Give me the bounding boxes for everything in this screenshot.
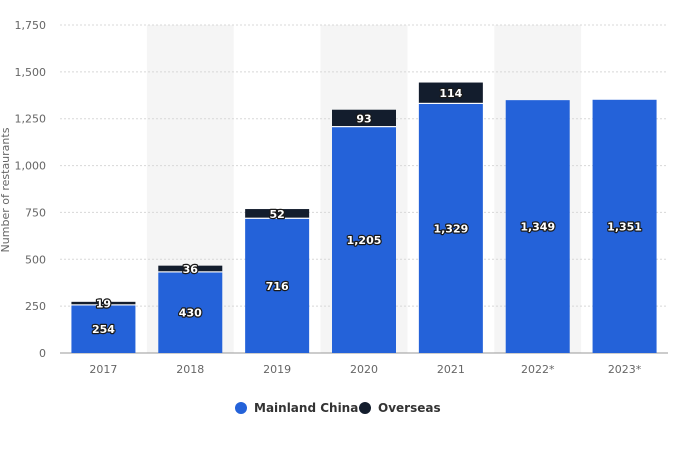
x-axis-ticks: 2017 2018 2019 2020 2021 2022* 2023* xyxy=(89,363,641,376)
y-tick-label: 250 xyxy=(25,300,46,313)
data-label-overseas: 36 xyxy=(183,263,199,276)
data-label-mainland: 1,351 xyxy=(607,220,642,233)
bar-mainland-2017[interactable] xyxy=(71,305,136,353)
y-tick-label: 1,750 xyxy=(15,19,47,32)
legend-item-mainland[interactable]: Mainland China xyxy=(235,401,358,415)
data-label-mainland: 1,349 xyxy=(520,221,555,234)
bar-overseas-2017[interactable] xyxy=(71,301,136,305)
bar-overseas-2018[interactable] xyxy=(158,265,223,272)
data-labels-layer: 254 19 430 36 716 52 1,205 93 1,329 114 1,349 1,351 xyxy=(91,86,643,337)
legend: Mainland China Overseas xyxy=(235,401,441,415)
x-tick-label: 2020 xyxy=(350,363,378,376)
y-tick-label: 1,250 xyxy=(15,113,47,126)
x-tick-label: 2023* xyxy=(608,363,642,376)
legend-swatch-overseas xyxy=(359,402,371,414)
x-tick-label: 2019 xyxy=(263,363,291,376)
data-label-mainland: 1,329 xyxy=(433,222,468,235)
data-label-mainland: 1,205 xyxy=(347,234,382,247)
y-tick-label: 500 xyxy=(25,253,46,266)
data-label-overseas: 52 xyxy=(269,208,284,221)
bar-mainland-2022[interactable] xyxy=(505,100,570,353)
legend-label-overseas: Overseas xyxy=(378,401,441,415)
legend-label-mainland: Mainland China xyxy=(254,401,358,415)
legend-swatch-mainland xyxy=(235,402,247,414)
bar-overseas-2021[interactable] xyxy=(418,82,483,103)
y-tick-label: 750 xyxy=(25,206,46,219)
x-tick-label: 2018 xyxy=(176,363,204,376)
bar-mainland-2023[interactable] xyxy=(592,99,657,353)
y-axis-label: Number of restaurants xyxy=(0,127,12,252)
bar-overseas-2019[interactable] xyxy=(245,209,310,218)
legend-item-overseas[interactable]: Overseas xyxy=(359,401,441,415)
data-label-mainland: 430 xyxy=(179,307,202,320)
bar-overseas-2020[interactable] xyxy=(332,109,396,127)
bar-mainland-2020[interactable] xyxy=(332,127,396,353)
data-label-overseas: 19 xyxy=(96,298,111,311)
x-tick-label: 2022* xyxy=(521,363,555,376)
bar-mainland-2021[interactable] xyxy=(418,103,483,353)
data-label-mainland: 254 xyxy=(92,323,115,336)
bar-mainland-2019[interactable] xyxy=(245,218,310,353)
x-tick-label: 2021 xyxy=(437,363,465,376)
x-tick-label: 2017 xyxy=(89,363,117,376)
y-tick-label: 0 xyxy=(39,347,46,360)
data-label-mainland: 716 xyxy=(266,280,289,293)
bars-layer xyxy=(71,82,657,353)
bar-mainland-2018[interactable] xyxy=(158,272,223,353)
y-tick-label: 1,500 xyxy=(15,66,47,79)
data-label-overseas: 93 xyxy=(356,112,371,125)
data-label-overseas: 114 xyxy=(439,87,462,100)
y-tick-label: 1,000 xyxy=(15,160,47,173)
y-axis-ticks: 0 250 500 750 1,000 1,250 1,500 1,750 xyxy=(15,19,47,360)
